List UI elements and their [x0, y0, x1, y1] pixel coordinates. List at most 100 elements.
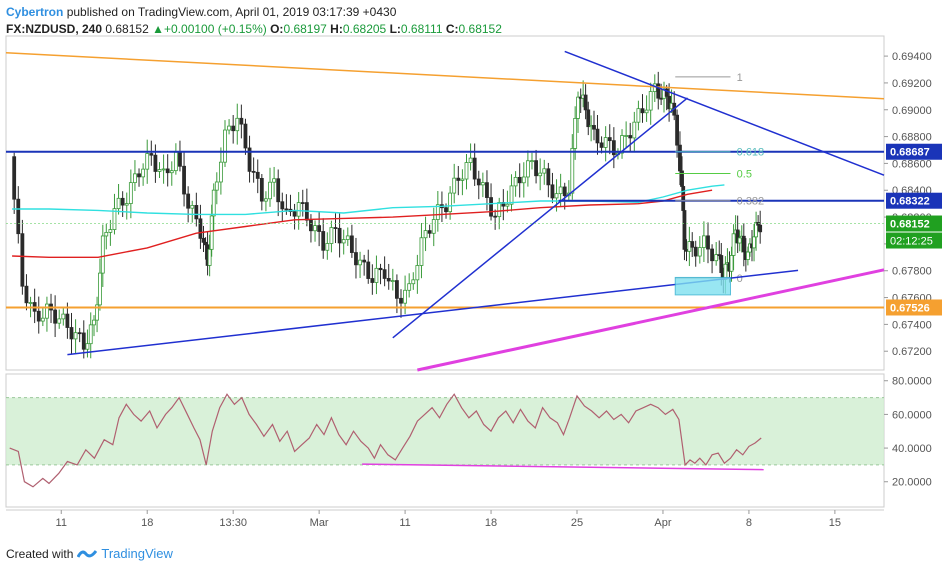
bear-candle	[611, 140, 616, 156]
bull-candle	[374, 267, 379, 283]
bull-candle	[161, 168, 166, 171]
bull-candle	[652, 83, 657, 92]
bear-candle	[239, 117, 244, 125]
bull-candle	[480, 182, 485, 186]
bull-candle	[95, 304, 99, 321]
bear-candle	[758, 224, 763, 233]
bull-candle	[40, 317, 45, 322]
bear-candle	[690, 241, 695, 248]
bear-candle	[607, 137, 612, 142]
price-axis-label: 0.67200	[892, 346, 932, 358]
bear-candle	[399, 297, 403, 304]
tradingview-link[interactable]: TradingView	[101, 546, 173, 561]
bear-candle	[300, 202, 305, 204]
bull-candle	[570, 148, 575, 194]
bull-candle	[227, 125, 231, 131]
close-label: C:	[445, 22, 459, 36]
bull-candle	[403, 289, 407, 304]
bear-candle	[382, 269, 387, 279]
bear-candle	[719, 255, 724, 273]
bull-candle	[576, 96, 580, 119]
bull-candle	[98, 272, 102, 306]
time-axis-label: 25	[571, 517, 583, 529]
bear-candle	[20, 233, 25, 287]
price-axis-label: 0.69000	[892, 105, 932, 117]
bull-candle	[644, 109, 649, 114]
bull-candle	[752, 236, 756, 249]
bear-candle	[165, 168, 170, 174]
bear-candle	[710, 248, 714, 262]
bull-candle	[505, 203, 510, 207]
bull-candle	[697, 247, 702, 257]
bull-candle	[435, 204, 440, 220]
price-change: +0.00100 (+0.15%)	[164, 22, 267, 36]
bear-candle	[178, 151, 182, 167]
bull-candle	[554, 193, 559, 199]
bear-candle	[247, 147, 252, 172]
bull-candle	[729, 255, 734, 272]
bull-candle	[411, 279, 416, 285]
bear-candle	[675, 114, 679, 146]
bull-candle	[329, 227, 334, 244]
bear-candle	[69, 327, 74, 340]
bear-candle	[485, 182, 489, 198]
fib-level-label: 0.5	[737, 168, 752, 180]
bull-candle	[313, 225, 317, 232]
bull-candle	[190, 205, 195, 209]
bull-candle	[264, 198, 268, 202]
moving-average-cyan	[12, 184, 725, 216]
bull-candle	[573, 117, 578, 149]
bull-candle	[173, 151, 178, 172]
chart-canvas[interactable]: 0.694000.692000.690000.688000.686000.684…	[0, 0, 948, 540]
time-axis-label: 15	[829, 517, 841, 529]
time-axis-label: 8	[746, 517, 752, 529]
bull-candle	[415, 265, 420, 281]
bull-candle	[648, 91, 653, 111]
created-with-text: Created with	[6, 546, 74, 561]
bull-candle	[28, 302, 33, 304]
bear-candle	[366, 261, 371, 279]
bull-candle	[624, 135, 629, 137]
bull-candle	[108, 229, 113, 233]
bear-candle	[595, 128, 600, 144]
bear-candle	[349, 235, 354, 253]
target-box	[674, 276, 732, 296]
bear-candle	[284, 208, 289, 211]
rsi-line	[9, 393, 762, 488]
bear-candle	[194, 205, 199, 220]
trend-magenta-trendline	[417, 268, 885, 372]
bear-candle	[682, 210, 687, 250]
bull-candle	[737, 237, 742, 244]
bull-candle	[460, 178, 465, 181]
bull-candle	[73, 332, 78, 340]
bear-candle	[317, 225, 322, 232]
time-axis-label: Mar	[310, 517, 329, 529]
bull-candle	[521, 176, 526, 184]
bull-candle	[128, 182, 133, 204]
bull-candle	[632, 121, 637, 139]
trend-orange-trendline	[5, 51, 885, 100]
bear-candle	[186, 193, 191, 209]
fib-level-label: 0.618	[737, 147, 765, 159]
bull-candle	[45, 303, 49, 319]
bull-candle	[431, 219, 436, 234]
open-label: O:	[270, 22, 284, 36]
bear-candle	[456, 177, 461, 181]
bear-candle	[243, 123, 248, 149]
author-name[interactable]: Cybertron	[6, 5, 64, 19]
low-value: 0.68111	[400, 22, 443, 36]
bull-candle	[61, 313, 66, 320]
bear-candle	[198, 218, 203, 239]
last-price-label: 0.68152	[890, 219, 930, 231]
bear-candle	[12, 156, 17, 200]
rsi-axis-label: 20.0000	[892, 477, 932, 489]
price-axis-label: 0.68800	[892, 132, 932, 144]
symbol-label: FX:NZDUSD, 240	[6, 22, 103, 36]
bear-candle	[444, 207, 448, 213]
bull-candle	[745, 251, 750, 260]
bear-candle	[333, 227, 338, 229]
footer: Created with TradingView	[6, 546, 173, 561]
price-change-icon: ▲	[152, 22, 164, 36]
bull-candle	[57, 318, 62, 324]
rsi-axis-label: 60.0000	[892, 409, 932, 421]
